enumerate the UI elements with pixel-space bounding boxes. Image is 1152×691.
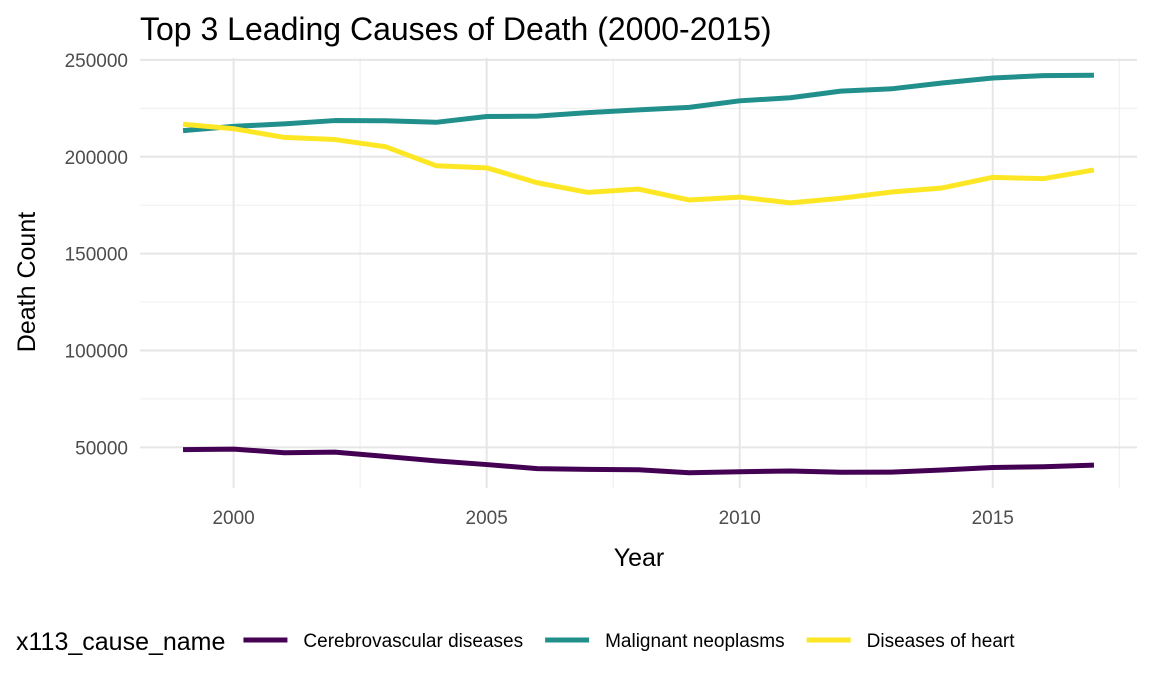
y-axis-title: Death Count	[13, 212, 41, 352]
y-axis-tick-labels: 50000 100000 150000 200000 250000	[65, 51, 128, 459]
legend-title: x113_cause_name	[16, 628, 225, 656]
y-tick-label: 200000	[65, 148, 128, 169]
major-gridlines-x	[232, 58, 994, 488]
x-axis-tick-labels: 2000 2005 2010 2015	[212, 508, 1013, 529]
legend: x113_cause_name Cerebrovascular diseases…	[16, 628, 1015, 656]
x-tick-label: 2015	[972, 508, 1014, 529]
series-line	[182, 72, 1094, 134]
legend-label: Malignant neoplasms	[605, 631, 785, 652]
x-tick-label: 2005	[466, 508, 508, 529]
y-tick-label: 100000	[65, 341, 128, 362]
major-gridlines-y	[140, 58, 1137, 449]
minor-gridlines-y	[140, 107, 1137, 400]
series-line	[182, 121, 1095, 206]
legend-label: Cerebrovascular diseases	[303, 631, 523, 652]
x-tick-label: 2010	[719, 508, 761, 529]
x-axis-title: Year	[614, 544, 665, 572]
series-lines	[182, 72, 1095, 476]
y-tick-label: 50000	[75, 438, 128, 459]
y-tick-label: 250000	[65, 51, 128, 72]
x-tick-label: 2000	[212, 508, 254, 529]
minor-gridlines-x	[359, 58, 1120, 488]
y-tick-label: 150000	[65, 245, 128, 266]
legend-label: Diseases of heart	[867, 631, 1016, 652]
series-line	[182, 446, 1095, 476]
chart-title: Top 3 Leading Causes of Death (2000-2015…	[140, 11, 772, 47]
